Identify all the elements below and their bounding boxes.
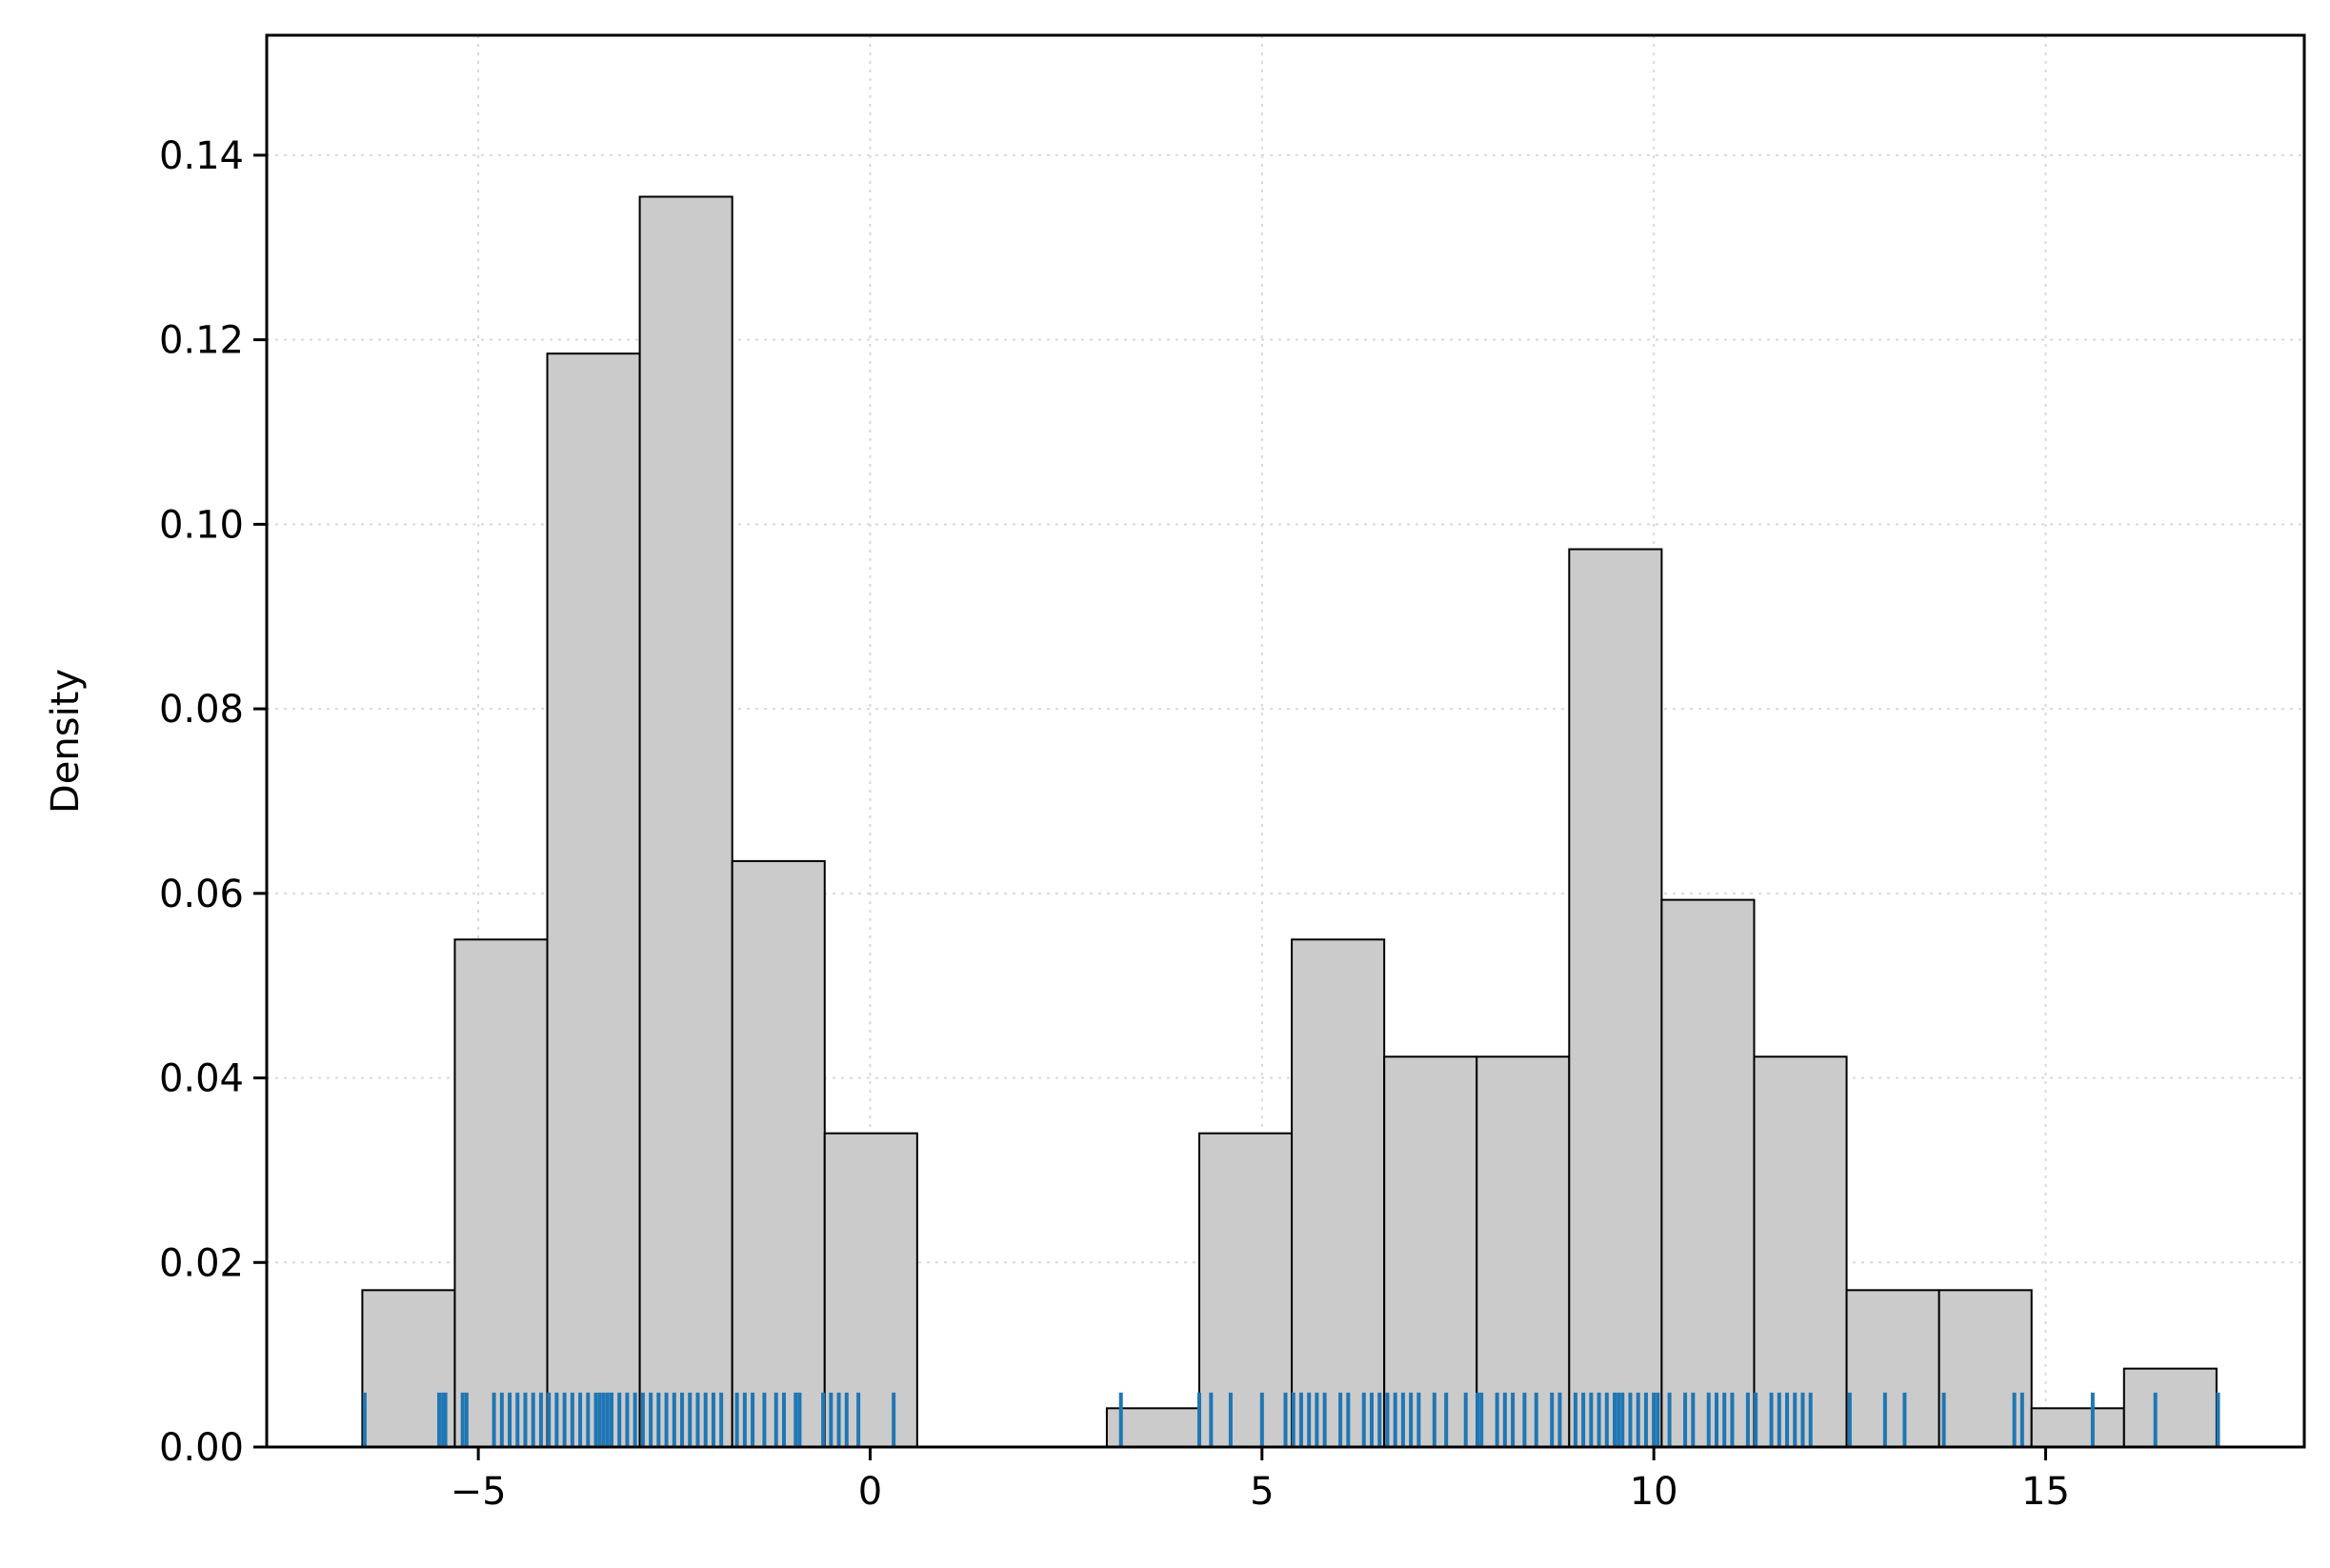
histogram-bar-14	[1845, 1289, 1940, 1449]
y-tick-label-3: 0.06	[159, 873, 244, 916]
x-axis-ticks: −5 0 5 10 15	[451, 1447, 2070, 1514]
histogram-bar-4	[731, 859, 826, 1448]
histogram-bar-17	[2122, 1367, 2218, 1448]
histogram-bar-3	[638, 195, 733, 1449]
histogram-bar-1	[453, 938, 549, 1448]
x-tick-label-0: −5	[451, 1470, 507, 1514]
histogram-bar-11	[1568, 548, 1663, 1448]
histogram-bar-16	[2030, 1407, 2125, 1448]
y-axis-title: Density	[44, 669, 88, 814]
y-tick-label-4: 0.08	[159, 688, 244, 732]
histogram-bar-7	[1198, 1132, 1294, 1448]
y-tick-label-0: 0.00	[159, 1426, 244, 1470]
y-axis-ticks: 0.00 0.02 0.04 0.06 0.08 0.10 0.12 0.14	[159, 134, 267, 1470]
plot-frame	[265, 33, 2306, 1449]
histogram-bar-10	[1476, 1055, 1571, 1449]
histogram-bars	[361, 195, 2218, 1449]
histogram-bar-8	[1291, 938, 1386, 1448]
y-tick-label-1: 0.02	[159, 1241, 244, 1285]
y-tick-label-2: 0.04	[159, 1057, 244, 1101]
histogram-bar-13	[1753, 1055, 1848, 1449]
histogram-bar-9	[1383, 1055, 1478, 1449]
rug-marks	[362, 1392, 2220, 1447]
x-tick-label-1: 0	[858, 1470, 882, 1514]
y-tick-label-5: 0.10	[159, 503, 244, 547]
histogram-bar-12	[1660, 898, 1756, 1448]
x-tick-label-3: 10	[1630, 1470, 1678, 1514]
x-tick-label-4: 15	[2021, 1470, 2070, 1514]
y-tick-label-7: 0.14	[159, 134, 244, 178]
histogram-bar-2	[546, 352, 641, 1448]
x-tick-label-2: 5	[1250, 1470, 1274, 1514]
y-tick-label-6: 0.12	[159, 319, 244, 363]
histogram-bar-15	[1938, 1289, 2033, 1449]
